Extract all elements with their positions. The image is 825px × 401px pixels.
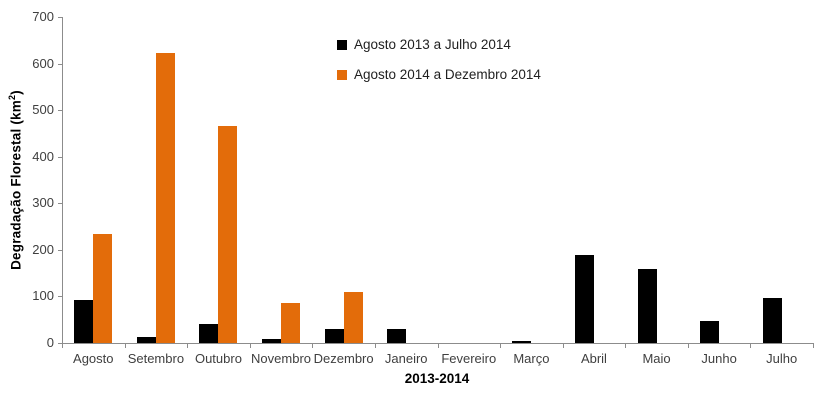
y-tick-mark — [58, 249, 62, 251]
bar-dezembro-series1 — [324, 328, 344, 343]
y-tick-mark — [58, 156, 62, 158]
x-tick-mark — [374, 344, 376, 348]
legend: Agosto 2013 a Julho 2014 Agosto 2014 a De… — [337, 37, 541, 97]
x-tick-mark — [249, 344, 251, 348]
y-tick-label: 700 — [32, 9, 54, 24]
x-tick-label: Agosto — [73, 351, 114, 366]
x-tick-label: Novembro — [251, 351, 312, 366]
y-tick-label: 200 — [32, 241, 54, 257]
y-axis-title-superscript: 2 — [6, 94, 17, 101]
bar-setembro-series2 — [155, 53, 175, 343]
legend-item-series1: Agosto 2013 a Julho 2014 — [337, 37, 541, 52]
x-tick-label: Outubro — [194, 351, 242, 366]
y-tick-label: 600 — [32, 55, 54, 71]
y-tick-label: 400 — [32, 148, 54, 164]
bar-março-series1 — [512, 341, 532, 343]
legend-item-series2: Agosto 2014 a Dezembro 2014 — [337, 67, 541, 82]
bar-novembro-series2 — [281, 303, 301, 343]
x-axis-line — [62, 343, 814, 344]
x-tick-mark — [500, 344, 502, 348]
bar-agosto-series2 — [93, 233, 113, 343]
x-tick-mark — [813, 344, 814, 348]
y-tick-label: 100 — [32, 288, 54, 304]
y-tick-mark — [58, 296, 62, 298]
x-tick-mark — [187, 344, 189, 348]
x-tick-mark — [312, 344, 314, 348]
x-tick-mark — [437, 344, 439, 348]
bar-agosto-series1 — [74, 299, 94, 343]
y-tick-label: 300 — [32, 195, 54, 211]
x-tick-label: Abril — [580, 351, 607, 366]
legend-label: Agosto 2013 a Julho 2014 — [354, 37, 511, 52]
x-tick-mark — [62, 344, 63, 348]
x-tick-label: Julho — [766, 351, 798, 366]
bar-maio-series1 — [637, 269, 657, 343]
y-tick-mark — [58, 343, 62, 344]
y-tick-label: 500 — [32, 102, 54, 118]
bar-junho-series1 — [700, 321, 720, 343]
x-tick-label: Janeiro — [384, 351, 428, 366]
y-axis-line — [62, 17, 63, 343]
y-tick-mark — [58, 203, 62, 205]
x-tick-mark — [562, 344, 564, 348]
x-tick-label: Fevereiro — [441, 351, 497, 366]
bar-dezembro-series2 — [343, 292, 363, 343]
bar-julho-series1 — [762, 298, 782, 343]
bar-novembro-series1 — [262, 339, 282, 343]
y-tick-mark — [58, 17, 62, 18]
bar-setembro-series1 — [136, 336, 156, 343]
y-tick-mark — [58, 110, 62, 112]
bar-abril-series1 — [574, 254, 594, 343]
x-tick-mark — [625, 344, 627, 348]
x-tick-mark — [124, 344, 126, 348]
y-tick-mark — [58, 63, 62, 65]
x-tick-label: Março — [513, 351, 550, 366]
bar-outubro-series1 — [199, 323, 219, 343]
x-tick-label: Setembro — [127, 351, 185, 366]
bar-janeiro-series1 — [387, 328, 407, 343]
x-tick-label: Dezembro — [313, 351, 374, 366]
x-tick-label: Junho — [701, 351, 737, 366]
legend-swatch-icon — [337, 69, 347, 80]
x-tick-label: Maio — [642, 351, 671, 366]
x-tick-mark — [750, 344, 752, 348]
y-tick-label: 0 — [46, 335, 54, 350]
x-tick-mark — [687, 344, 689, 348]
bar-outubro-series2 — [218, 125, 238, 343]
y-axis-title-end: ) — [8, 90, 24, 95]
legend-label: Agosto 2014 a Dezembro 2014 — [354, 67, 541, 82]
x-axis-title: 2013-2014 — [404, 371, 470, 386]
legend-swatch-icon — [337, 39, 347, 50]
